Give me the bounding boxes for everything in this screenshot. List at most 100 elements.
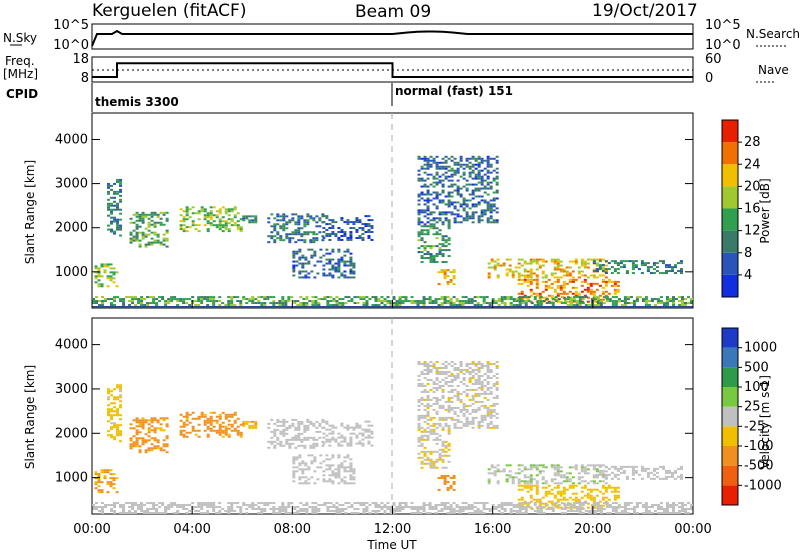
velocity-cell [456,367,460,369]
power-cell [296,300,300,303]
velocity-cell [523,484,527,487]
velocity-cell [634,471,638,474]
power-cell [358,221,362,224]
velocity-cell [182,429,186,432]
power-cell [631,268,635,271]
power-cell [191,302,195,305]
velocity-cell [300,420,304,423]
power-cell [432,191,436,194]
velocity-cell [449,486,453,489]
power-cell [352,276,356,279]
velocity-cell [486,380,490,383]
velocity-cell [571,486,575,489]
power-cell [273,235,277,238]
velocity-cell [349,474,353,477]
velocity-cell [322,426,326,429]
velocity-cell [462,382,466,385]
power-cell [221,230,225,233]
power-cell [598,266,602,269]
power-cell [334,268,338,271]
velocity-cell [129,443,133,446]
power-cell [468,217,472,220]
power-cell [284,302,288,305]
power-cell [420,185,424,188]
power-cell [346,223,350,226]
power-cell [569,298,573,301]
power-cell [605,300,609,303]
power-cell [340,238,344,241]
power-cell [185,226,189,229]
velocity-cell [266,502,270,505]
power-cell [346,260,350,263]
velocity-cell [285,438,289,441]
velocity-cell [398,508,402,511]
power-cell [276,237,280,240]
velocity-cell [340,462,344,465]
power-cell [297,223,301,226]
power-cell [230,224,234,227]
velocity-cell [107,414,111,417]
power-cell [153,239,157,242]
power-cell [340,217,344,220]
velocity-cell [614,512,618,514]
velocity-cell [423,430,427,433]
velocity-cell [468,398,472,401]
velocity-cell [276,442,280,445]
power-cell [462,217,466,220]
power-cell [304,258,308,261]
power-cell [413,300,417,303]
power-cell [191,212,195,215]
velocity-cell [447,448,451,451]
velocity-cell [441,428,445,431]
power-cell [159,241,163,244]
power-cell [523,280,527,283]
velocity-cell [153,445,157,448]
velocity-cell [574,500,578,503]
power-cell [107,202,111,205]
power-cell [328,223,332,226]
velocity-cell [131,504,135,507]
power-cell [287,296,291,299]
velocity-cell [452,508,456,511]
power-cell [551,304,555,307]
velocity-cell [432,432,436,435]
power-cell [417,173,421,176]
power-cell [578,300,582,303]
power-cell [595,264,599,267]
power-cell [242,217,246,220]
power-cell [313,252,317,255]
velocity-cell [282,420,286,423]
power-cell [182,228,186,231]
velocity-cell [358,432,362,435]
power-cell [443,302,447,305]
velocity-cell [435,396,439,399]
velocity-cell [341,504,345,507]
velocity-cell [479,512,483,514]
power-cell [191,206,195,209]
power-cell [661,262,665,265]
velocity-cell [110,410,114,413]
power-cell [438,199,442,202]
power-cell [140,298,144,301]
velocity-cell [242,422,246,425]
power-cell [292,266,296,269]
power-cell [487,266,491,269]
power-cell [477,201,481,204]
velocity-cell [553,466,557,469]
power-cell [417,193,421,196]
power-cell [441,211,445,214]
power-cell [527,300,531,303]
power-cell [526,274,530,277]
velocity-cell [334,472,338,475]
power-cell [432,159,436,162]
velocity-cell [143,510,147,513]
velocity-cell [658,477,662,480]
power-cell [152,296,156,299]
power-cell [300,217,304,220]
power-cell [239,230,243,233]
power-cell [459,187,463,190]
velocity-cell [362,504,366,507]
power-cell [299,296,303,299]
velocity-cell [119,396,123,399]
power-cell [471,193,475,196]
